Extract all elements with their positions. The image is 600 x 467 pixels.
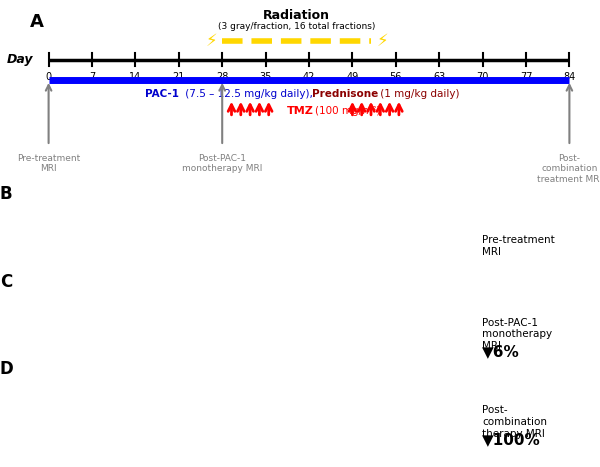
Text: ⚡: ⚡ (376, 32, 388, 50)
Text: 0: 0 (46, 72, 52, 82)
Text: A: A (30, 13, 44, 30)
Text: 21: 21 (173, 72, 185, 82)
Text: Pre-treatment
MRI: Pre-treatment MRI (17, 154, 80, 173)
Text: B: B (0, 185, 13, 203)
Text: ⚡: ⚡ (205, 32, 217, 50)
Text: (3 gray/fraction, 16 total fractions): (3 gray/fraction, 16 total fractions) (218, 22, 375, 31)
Text: (7.5 – 12.5 mg/kg daily),: (7.5 – 12.5 mg/kg daily), (182, 89, 316, 99)
Text: Pre-treatment
MRI: Pre-treatment MRI (482, 235, 555, 257)
Text: Post-PAC-1
monotherapy
MRI: Post-PAC-1 monotherapy MRI (482, 318, 553, 351)
Text: Day 0: Day 0 (29, 234, 40, 262)
Text: 77: 77 (520, 72, 532, 82)
Text: Day 84: Day 84 (29, 406, 40, 441)
Text: 35: 35 (259, 72, 272, 82)
Text: Post-
combination
therapy MRI: Post- combination therapy MRI (482, 405, 547, 439)
Text: (100 mg/m²): (100 mg/m²) (315, 106, 380, 116)
Text: Prednisone: Prednisone (312, 89, 379, 99)
Text: Day 28: Day 28 (29, 318, 40, 353)
Text: 70: 70 (476, 72, 489, 82)
Text: 56: 56 (389, 72, 402, 82)
Text: 63: 63 (433, 72, 445, 82)
Text: 42: 42 (303, 72, 315, 82)
Text: D: D (0, 361, 14, 378)
Text: Post-PAC-1
monotherapy MRI: Post-PAC-1 monotherapy MRI (182, 154, 262, 173)
Text: ▼6%: ▼6% (482, 344, 520, 360)
Text: 14: 14 (129, 72, 142, 82)
Text: ▼100%: ▼100% (482, 432, 541, 447)
Text: TMZ: TMZ (287, 106, 314, 116)
Text: (1 mg/kg daily): (1 mg/kg daily) (377, 89, 460, 99)
Text: Radiation: Radiation (263, 9, 330, 22)
Text: 28: 28 (216, 72, 229, 82)
Text: C: C (0, 273, 12, 290)
Text: Day: Day (7, 53, 33, 66)
Text: Post-
combination
treatment MRI: Post- combination treatment MRI (537, 154, 600, 184)
Text: 84: 84 (563, 72, 575, 82)
Text: 7: 7 (89, 72, 95, 82)
Text: PAC-1: PAC-1 (145, 89, 179, 99)
Text: 49: 49 (346, 72, 359, 82)
